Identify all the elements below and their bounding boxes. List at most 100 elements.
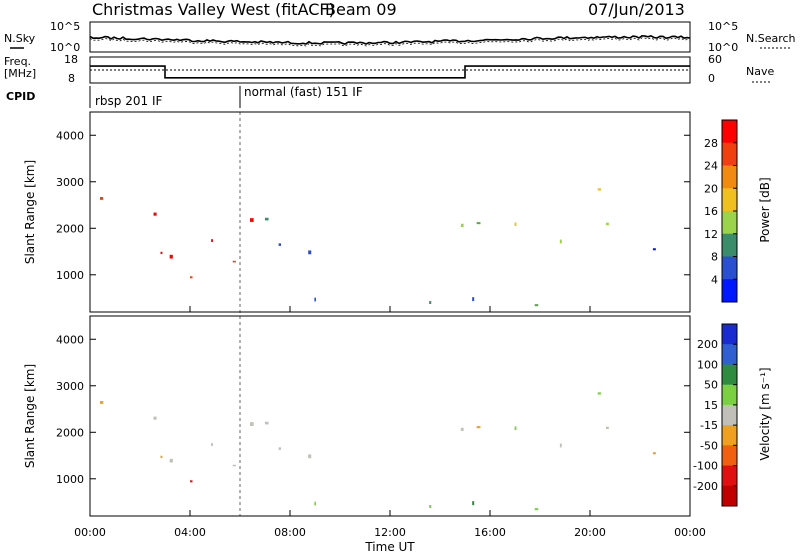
velocity-colorbar-label: Velocity [m s⁻¹]	[758, 367, 772, 460]
power-colorbar-tick-label: 4	[711, 273, 718, 286]
nave-tick-high: 60	[708, 53, 722, 66]
x-tick-label: 16:00	[474, 526, 506, 539]
frequency-line	[90, 65, 690, 79]
power-colorbar-segment	[722, 279, 737, 303]
x-tick-label: 04:00	[174, 526, 206, 539]
velocity-colorbar-tick-label: -15	[700, 419, 718, 432]
velocity-colorbar: 200 100 50 15 -15 -50 -100 -200	[693, 323, 738, 507]
velocity-colorbar-segment	[722, 324, 737, 345]
nave-tick-low: 0	[708, 72, 715, 85]
noise-left-tick-high: 10^5	[50, 20, 80, 33]
power-echo-cell	[314, 297, 316, 302]
noise-left-tick-low: 10^0	[50, 41, 80, 54]
velocity-colorbar-tick-label: -200	[693, 480, 718, 493]
power-echo-cell	[278, 243, 282, 246]
power-panel-frame	[90, 112, 690, 312]
power-colorbar-segment	[722, 142, 737, 166]
velocity-ylabel: Slant Range [km]	[23, 364, 37, 468]
velocity-panel-frame	[90, 316, 690, 516]
power-colorbar-segment	[722, 233, 737, 257]
y-tick-label: 1000	[56, 473, 84, 486]
velocity-colorbar-border	[721, 323, 738, 507]
y-tick-label: 4000	[56, 129, 84, 142]
y-tick-label: 2000	[56, 222, 84, 235]
velocity-echo-cell	[460, 427, 464, 431]
power-colorbar-tick-label: 28	[704, 137, 718, 150]
velocity-colorbar-segment	[722, 465, 737, 487]
nsky-label: N.Sky	[4, 32, 36, 45]
velocity-echo-cell	[100, 401, 104, 404]
velocity-echo-cell	[514, 426, 517, 430]
velocity-echoes	[100, 392, 656, 511]
power-echo-cell	[211, 239, 214, 242]
x-tick-label: 12:00	[374, 526, 406, 539]
power-echo-cell	[534, 304, 539, 307]
velocity-echo-cell	[169, 458, 173, 463]
x-tick-label: 20:00	[574, 526, 606, 539]
power-y-ticks: 4000 3000 2000 1000	[56, 129, 690, 282]
nave-label: Nave	[746, 65, 774, 78]
velocity-echo-cell	[559, 443, 562, 448]
power-colorbar-tick-label: 24	[704, 160, 718, 173]
velocity-colorbar-tick-label: -50	[700, 439, 718, 452]
power-echo-cell	[460, 223, 464, 227]
velocity-colorbar-segment	[722, 485, 737, 507]
power-echo-cell	[308, 250, 312, 255]
power-colorbar-label: Power [dB]	[758, 177, 772, 242]
velocity-colorbar-segment	[722, 425, 737, 446]
x-axis-label: Time UT	[364, 540, 415, 554]
power-echo-cell	[559, 239, 562, 244]
power-echo-cell	[189, 276, 193, 279]
velocity-colorbar-tick-label: 200	[697, 338, 718, 351]
noise-search-line	[89, 37, 691, 47]
velocity-echo-cell	[264, 421, 269, 425]
y-tick-label: 1000	[56, 269, 84, 282]
velocity-echo-cell	[652, 452, 656, 455]
velocity-colorbar-tick-label: -100	[693, 460, 718, 473]
freq-tick-low: 8	[68, 72, 75, 85]
freq-tick-high: 18	[64, 53, 78, 66]
power-ylabel: Slant Range [km]	[23, 160, 37, 264]
power-echo-cell	[476, 222, 481, 225]
velocity-colorbar-segment	[722, 384, 737, 406]
velocity-colorbar-segment	[722, 404, 737, 426]
power-colorbar-segment	[722, 188, 737, 212]
cpid-segment-2: normal (fast) 151 IF	[244, 85, 363, 99]
power-echo-cell	[652, 248, 656, 251]
velocity-echo-cell	[534, 508, 539, 511]
power-colorbar-segment	[722, 120, 737, 144]
power-echo-cell	[264, 217, 269, 221]
power-echoes	[100, 188, 656, 307]
velocity-echo-cell	[314, 501, 316, 506]
power-colorbar-tick-label: 8	[711, 251, 718, 264]
noise-sky-line	[89, 34, 691, 45]
velocity-colorbar-tick-label: 50	[704, 379, 718, 392]
velocity-echo-cell	[211, 443, 214, 446]
power-echo-cell	[160, 251, 163, 255]
power-colorbar-tick-label: 20	[704, 182, 718, 195]
noise-right-tick-low: 10^0	[708, 41, 738, 54]
velocity-echo-cell	[189, 480, 193, 483]
velocity-echo-cell	[153, 416, 157, 420]
cpid-segment-1: rbsp 201 IF	[95, 94, 162, 108]
cpid-label: CPID	[6, 90, 35, 103]
y-tick-label: 3000	[56, 176, 84, 189]
power-echo-cell	[153, 212, 157, 216]
velocity-echo-cell	[472, 501, 475, 506]
power-echo-cell	[597, 188, 601, 191]
power-echo-cell	[250, 218, 254, 222]
beam-label: Beam 09	[325, 0, 397, 19]
velocity-y-ticks: 4000 3000 2000 1000	[56, 333, 690, 486]
velocity-echo-cell	[232, 464, 236, 467]
x-tick-label: 00:00	[74, 526, 106, 539]
velocity-echo-cell	[605, 426, 609, 430]
power-echo-cell	[100, 197, 104, 200]
velocity-echo-cell	[278, 447, 282, 450]
date-label: 07/Jun/2013	[588, 0, 685, 19]
y-tick-label: 4000	[56, 333, 84, 346]
power-colorbar-segment	[722, 256, 737, 280]
velocity-colorbar-segment	[722, 445, 737, 467]
velocity-colorbar-segment	[722, 364, 737, 386]
velocity-colorbar-tick-label: 15	[704, 399, 718, 412]
